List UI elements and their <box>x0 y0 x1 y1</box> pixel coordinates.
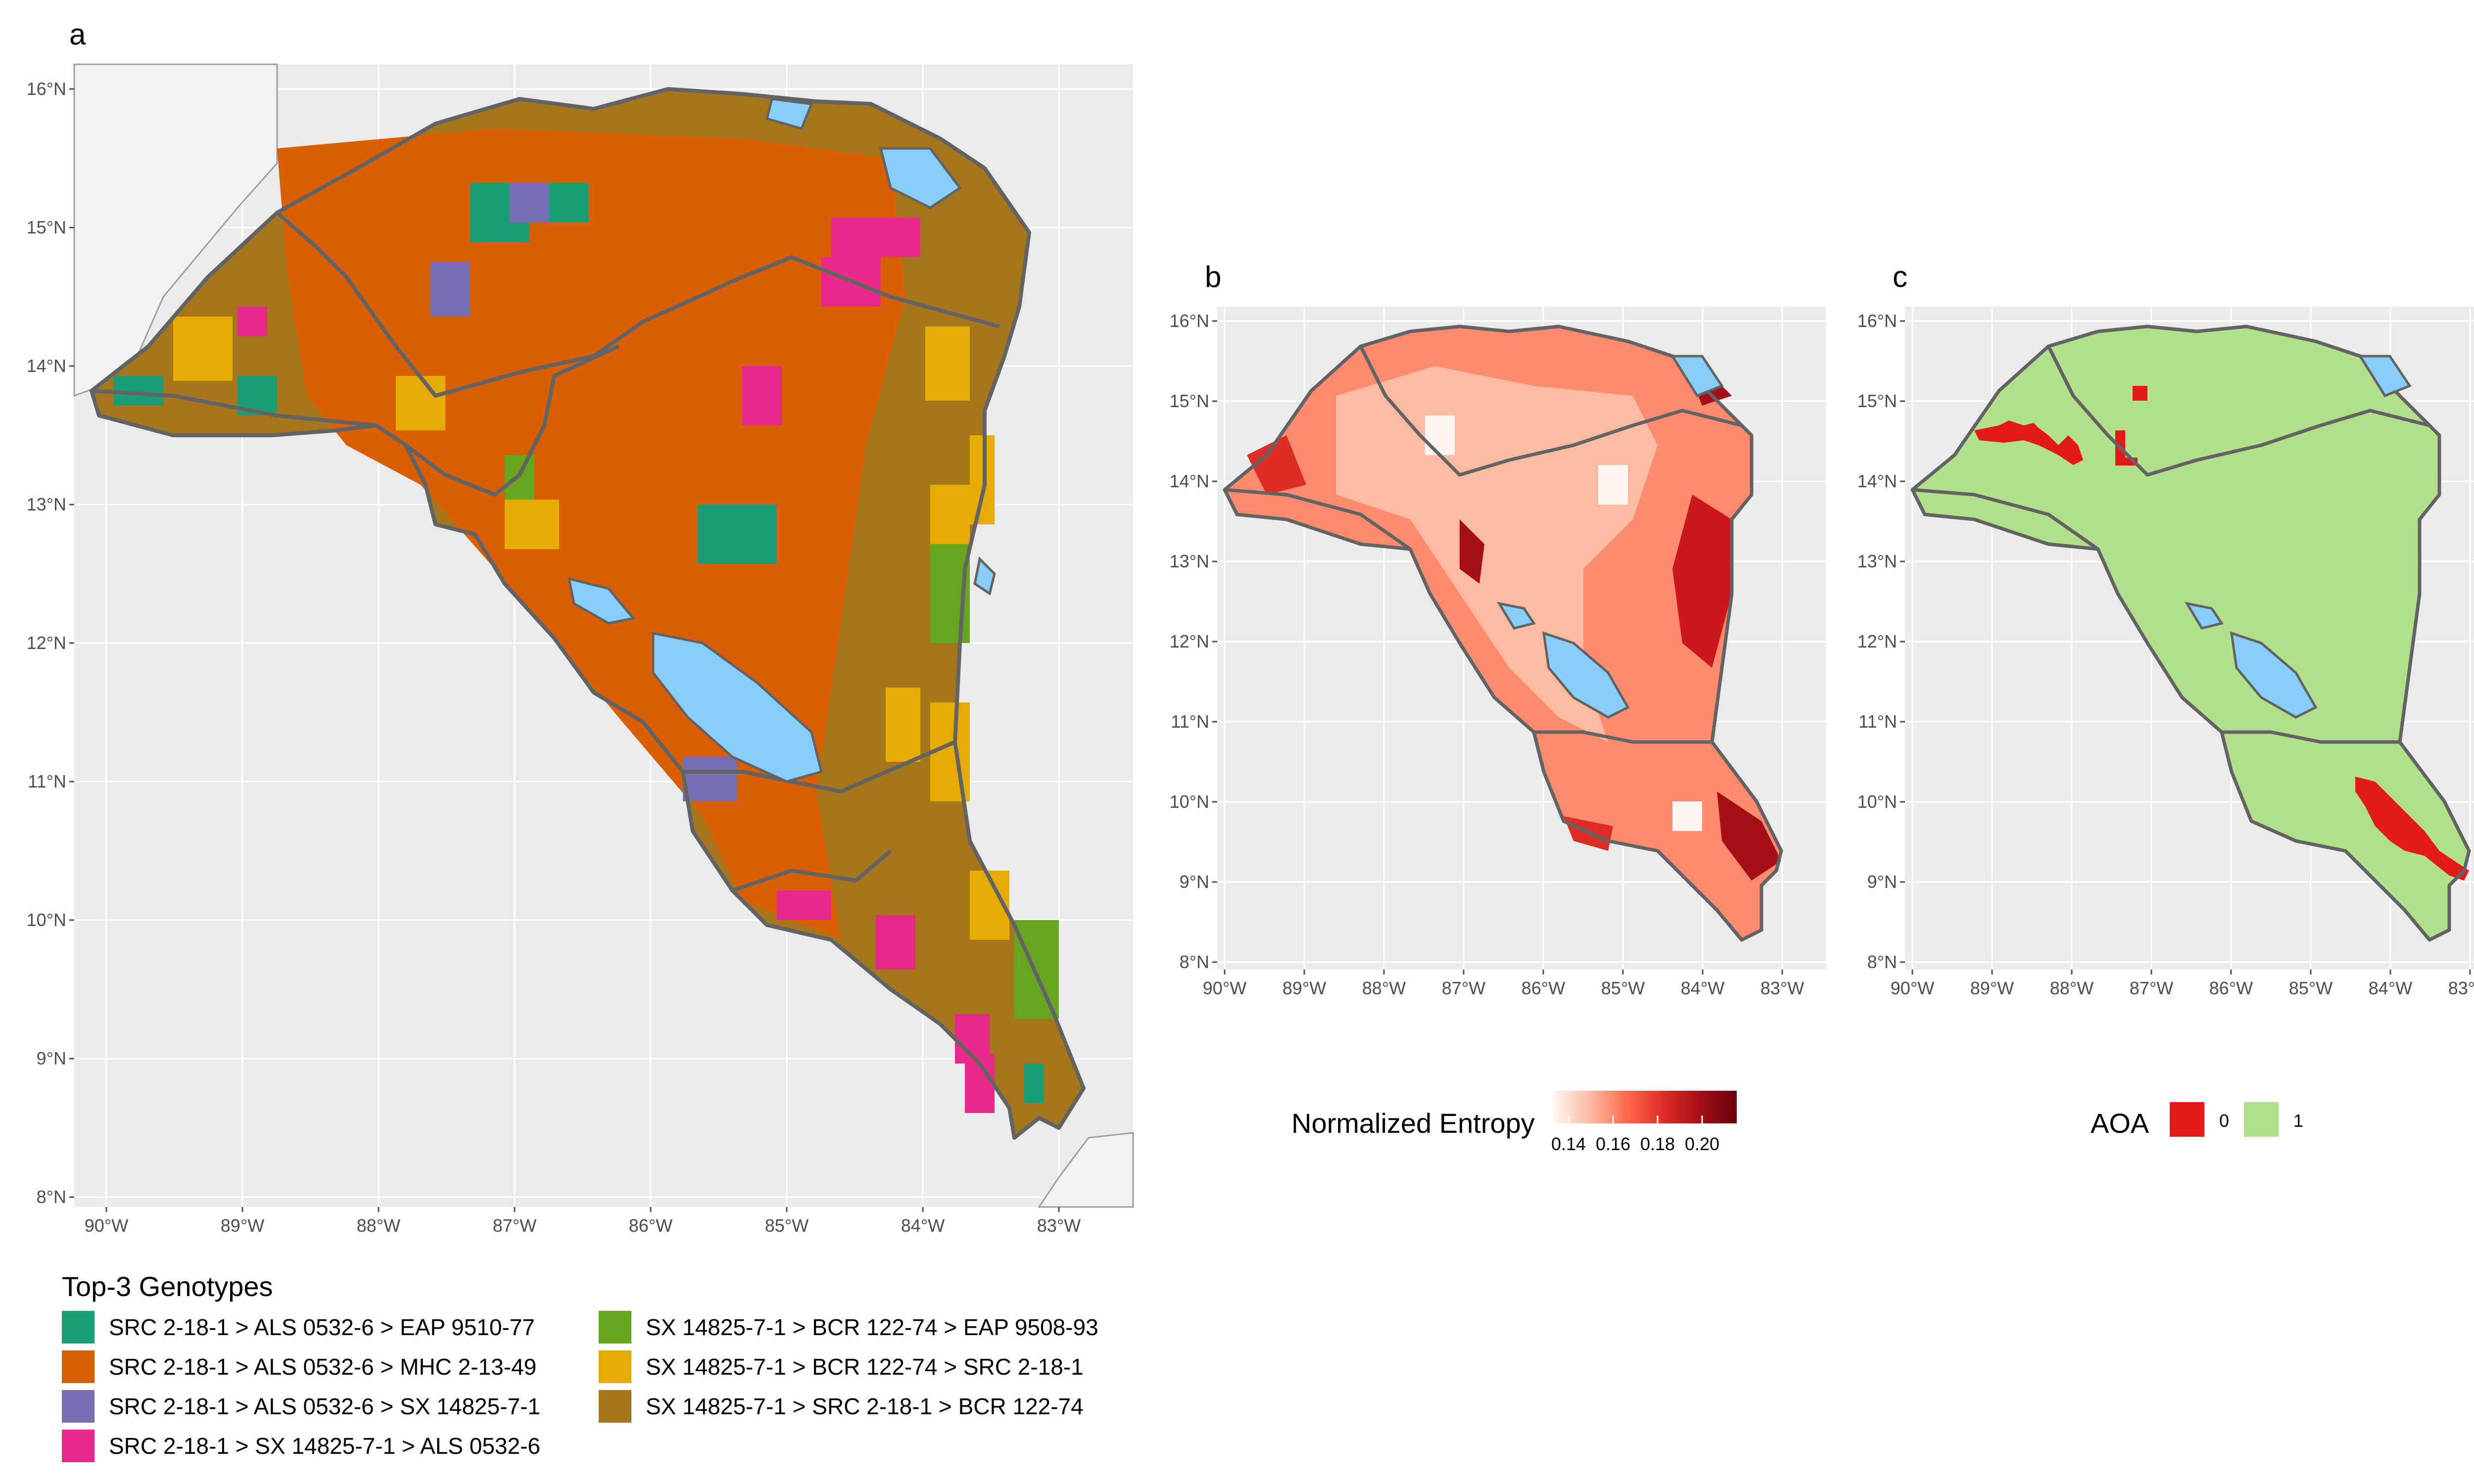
x-tick-label: 87°W <box>493 1215 536 1236</box>
legend-label: SRC 2-18-1 > ALS 0532-6 > EAP 9510-77 <box>109 1314 535 1340</box>
x-tick-label: 89°W <box>1970 978 2014 998</box>
x-axis-a: 90°W 89°W 88°W 87°W 86°W 85°W 84°W 83°W <box>85 1207 1081 1236</box>
legend-label: SX 14825-7-1 > BCR 122-74 > EAP 9508-93 <box>646 1314 1098 1340</box>
legend-label: SRC 2-18-1 > SX 14825-7-1 > ALS 0532-6 <box>109 1433 540 1459</box>
genotype-legend: Top-3 Genotypes SRC 2-18-1 > ALS 0532-6 … <box>62 1271 1098 1462</box>
panel-a: a <box>27 18 1133 1236</box>
y-tick-label: 14°N <box>27 356 66 376</box>
legend-swatch <box>62 1430 95 1462</box>
y-tick-label: 13°N <box>27 494 66 514</box>
y-tick-label: 15°N <box>1857 391 1897 411</box>
x-tick-label: 83°W <box>1760 978 1804 998</box>
x-tick-label: 89°W <box>221 1215 264 1236</box>
colorbar-tick-label: 0.20 <box>1685 1134 1719 1154</box>
x-tick-label: 87°W <box>2130 978 2173 998</box>
y-axis-a: 8°N 9°N 10°N 11°N 12°N 13°N 14°N 15°N 16°N <box>27 79 74 1207</box>
y-axis-c: 8°N 9°N 10°N 11°N 12°N 13°N 14°N 15°N 16°N <box>1857 311 1905 972</box>
x-tick-label: 84°W <box>901 1215 945 1236</box>
y-tick-label: 15°N <box>27 217 66 237</box>
x-tick-label: 85°W <box>1601 978 1645 998</box>
x-tick-label: 87°W <box>1442 978 1485 998</box>
aoa-label: 0 <box>2219 1111 2229 1131</box>
colorbar-tick-label: 0.18 <box>1640 1134 1675 1154</box>
x-tick-label: 85°W <box>765 1215 809 1236</box>
x-tick-label: 88°W <box>2050 978 2093 998</box>
x-tick-label: 86°W <box>1522 978 1565 998</box>
x-tick-label: 86°W <box>2209 978 2253 998</box>
y-tick-label: 12°N <box>27 633 66 653</box>
legend-swatch <box>599 1311 631 1344</box>
genotype-legend-items: SRC 2-18-1 > ALS 0532-6 > EAP 9510-77 SRC… <box>62 1311 1098 1462</box>
legend-label: SRC 2-18-1 > ALS 0532-6 > SX 14825-7-1 <box>109 1393 540 1419</box>
genotype-legend-title: Top-3 Genotypes <box>62 1271 273 1302</box>
x-tick-label: 83°W <box>1037 1215 1081 1236</box>
aoa-label: 1 <box>2293 1111 2303 1131</box>
legend-label: SX 14825-7-1 > SRC 2-18-1 > BCR 122-74 <box>646 1393 1084 1419</box>
x-tick-label: 90°W <box>1203 978 1246 998</box>
y-tick-label: 14°N <box>1170 471 1209 491</box>
y-tick-label: 8°N <box>37 1187 66 1207</box>
aoa-swatch <box>2244 1102 2279 1137</box>
x-tick-label: 86°W <box>629 1215 672 1236</box>
y-tick-label: 10°N <box>1170 791 1209 812</box>
x-tick-label: 83°W <box>2448 978 2474 998</box>
aoa-swatch <box>2170 1102 2204 1137</box>
y-tick-label: 11°N <box>28 771 66 791</box>
x-tick-label: 88°W <box>1362 978 1406 998</box>
entropy-legend-title: Normalized Entropy <box>1291 1108 1535 1139</box>
y-tick-label: 12°N <box>1170 631 1209 651</box>
y-tick-label: 8°N <box>1180 952 1209 972</box>
entropy-legend: Normalized Entropy 0.14 0.16 0.18 0.20 <box>1291 1091 1737 1154</box>
panel-label-b: b <box>1205 260 1221 293</box>
legend-label: SRC 2-18-1 > ALS 0532-6 > MHC 2-13-49 <box>109 1354 536 1380</box>
y-tick-label: 12°N <box>1857 631 1897 651</box>
x-tick-label: 89°W <box>1283 978 1326 998</box>
y-tick-label: 16°N <box>1170 311 1209 331</box>
y-tick-label: 10°N <box>1857 791 1897 812</box>
y-tick-label: 14°N <box>1857 471 1897 491</box>
legend-label: SX 14825-7-1 > BCR 122-74 > SRC 2-18-1 <box>646 1354 1084 1380</box>
y-tick-label: 10°N <box>27 910 66 930</box>
x-tick-label: 90°W <box>1891 978 1934 998</box>
colorbar-tick-label: 0.14 <box>1551 1134 1586 1154</box>
legend-swatch <box>62 1390 95 1423</box>
legend-swatch <box>62 1350 95 1383</box>
y-tick-label: 11°N <box>1858 711 1897 732</box>
x-axis-b: 90°W 89°W 88°W 87°W 86°W 85°W 84°W 83°W <box>1203 970 1804 998</box>
legend-swatch <box>599 1390 631 1423</box>
aoa-legend-title: AOA <box>2091 1108 2149 1139</box>
entropy-colorbar <box>1554 1091 1737 1123</box>
x-tick-label: 88°W <box>357 1215 400 1236</box>
y-tick-label: 13°N <box>1170 551 1209 571</box>
x-tick-label: 85°W <box>2289 978 2332 998</box>
y-tick-label: 13°N <box>1857 551 1897 571</box>
panel-c: c 8°N 9°N 10°N 11°N 12°N 13°N 14°N 15°N 16°N 90°… <box>1857 260 2474 998</box>
panel-label-c: c <box>1893 260 1907 293</box>
legend-swatch <box>62 1311 95 1344</box>
panel-label-a: a <box>69 18 86 51</box>
panel-b: b 8°N9°N10°N11°N12°N13°N14°N15 <box>1170 260 1826 998</box>
x-tick-label: 84°W <box>2369 978 2412 998</box>
colorbar-tick-label: 0.16 <box>1596 1134 1630 1154</box>
x-axis-c: 90°W 89°W 88°W 87°W 86°W 85°W 84°W 83°W <box>1891 970 2474 998</box>
x-tick-label: 90°W <box>85 1215 128 1236</box>
y-tick-label: 16°N <box>1857 311 1897 331</box>
y-tick-label: 9°N <box>37 1048 66 1068</box>
y-tick-label: 16°N <box>27 79 66 99</box>
y-axis-b: 8°N 9°N 10°N 11°N 12°N 13°N 14°N 15°N 16°N <box>1170 311 1217 972</box>
legend-swatch <box>599 1350 631 1383</box>
y-tick-label: 11°N <box>1171 711 1209 732</box>
y-tick-label: 15°N <box>1170 391 1209 411</box>
y-tick-label: 9°N <box>1180 872 1209 892</box>
x-tick-label: 84°W <box>1681 978 1724 998</box>
y-tick-label: 8°N <box>1867 952 1897 972</box>
y-tick-label: 9°N <box>1867 872 1897 892</box>
